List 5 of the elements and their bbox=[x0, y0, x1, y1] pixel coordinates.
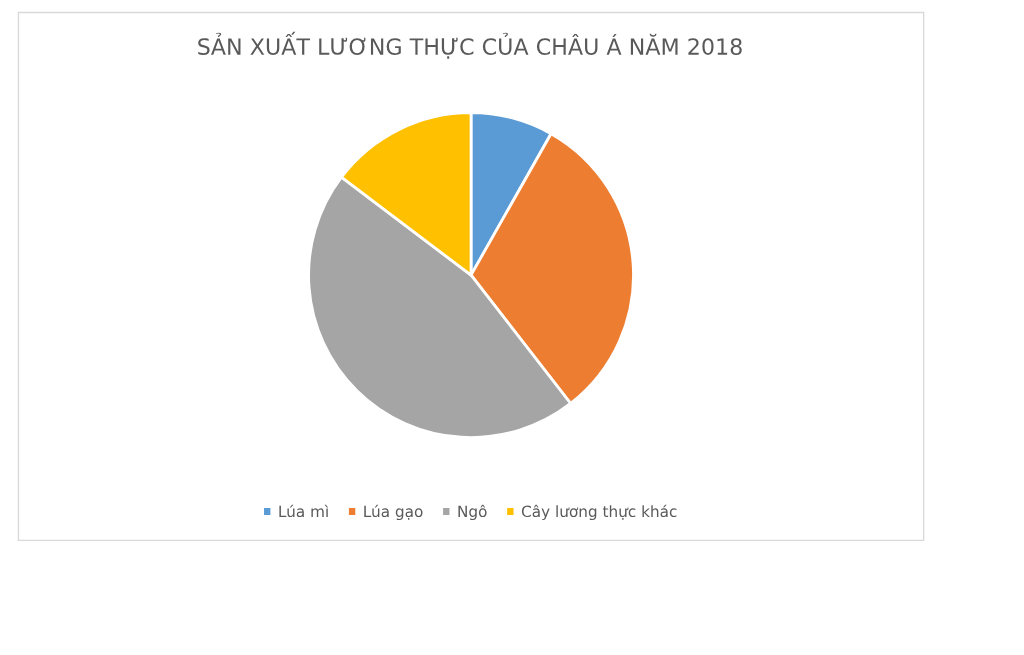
chart-title: SẢN XUẤT LƯƠNG THỰC CỦA CHÂU Á NĂM 2018 bbox=[198, 31, 742, 59]
legend-label: Ngô bbox=[458, 504, 487, 521]
legend-label: Lúa mì bbox=[279, 504, 329, 518]
legend-label: Lúa gạo bbox=[364, 504, 423, 521]
legend-label: Cây lương thực khác bbox=[521, 504, 677, 521]
